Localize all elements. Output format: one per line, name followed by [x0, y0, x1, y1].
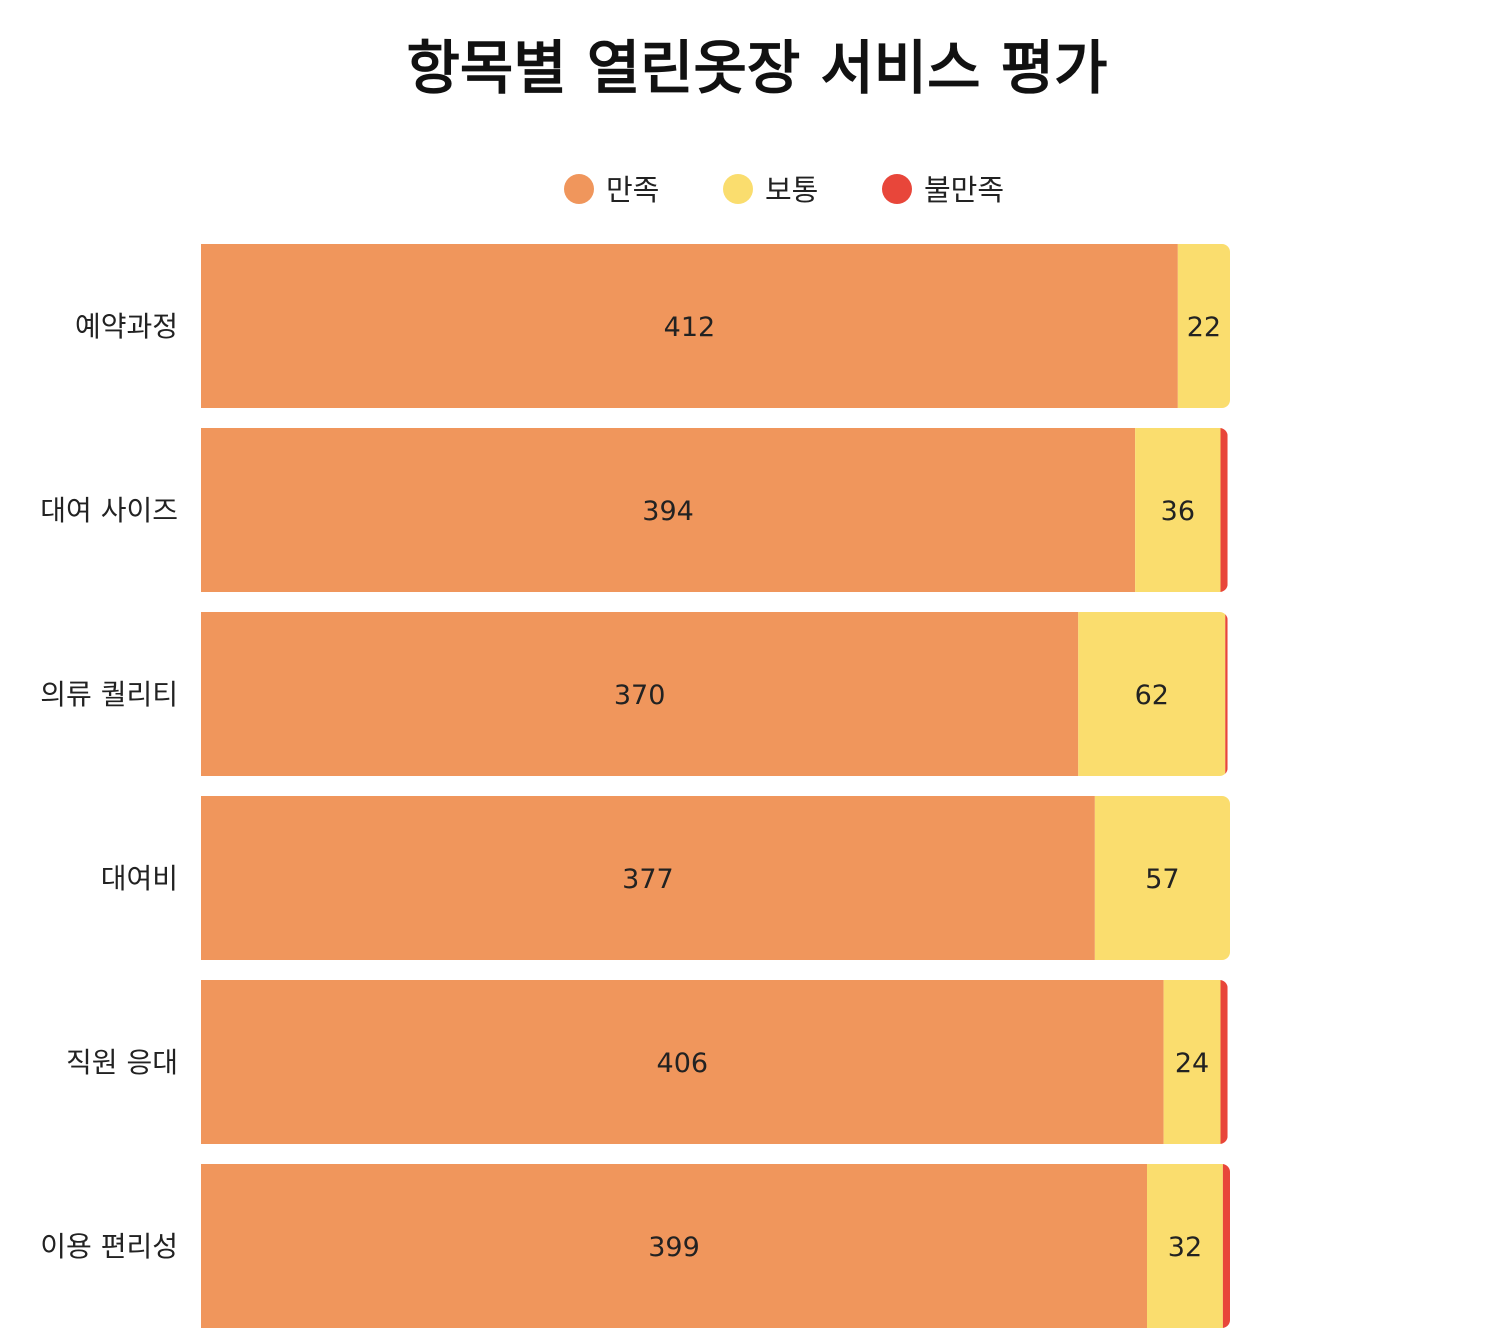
- bar-5-1: [1147, 1164, 1223, 1328]
- bar-value-label-5-0: 399: [648, 1232, 700, 1263]
- category-label-0: 예약과정: [75, 310, 178, 343]
- bar-value-label-3-0: 377: [622, 864, 674, 895]
- category-label-3: 대여비: [101, 862, 178, 895]
- legend-marker-1: [723, 174, 753, 204]
- bar-value-label-2-1: 62: [1135, 680, 1169, 711]
- bar-4-1: [1163, 980, 1221, 1144]
- bar-value-label-1-0: 394: [642, 496, 694, 527]
- bar-group-4: [201, 980, 1228, 1144]
- bar-2-1: [1078, 612, 1226, 776]
- bar-5-0: [201, 1164, 1148, 1328]
- bar-3-0: [201, 796, 1095, 960]
- legend-label-0: 만족: [606, 173, 659, 207]
- bar-value-label-0-0: 412: [664, 312, 716, 343]
- bar-group-2: [201, 612, 1228, 776]
- bar-5-2: [1222, 1164, 1230, 1328]
- bar-1-0: [201, 428, 1136, 592]
- bar-4-2: [1220, 980, 1228, 1144]
- legend-marker-2: [882, 174, 912, 204]
- category-label-2: 의류 퀄리티: [40, 678, 178, 711]
- category-label-4: 직원 응대: [66, 1046, 178, 1079]
- chart-title: 항목별 열린옷장 서비스 평가: [407, 34, 1108, 102]
- bar-2-2: [1225, 612, 1228, 776]
- bar-3-1: [1094, 796, 1230, 960]
- bar-0-1: [1177, 244, 1230, 408]
- bar-2-0: [201, 612, 1079, 776]
- legend-label-1: 보통: [765, 173, 818, 207]
- bar-group-0: [201, 244, 1230, 408]
- bar-labels: 412 22 394 36 370 62 377 57 406 24 399 32: [614, 312, 1221, 1263]
- bar-value-label-4-1: 24: [1175, 1048, 1209, 1079]
- bar-0-0: [201, 244, 1178, 408]
- bar-value-label-5-1: 32: [1168, 1232, 1202, 1263]
- bar-1-2: [1220, 428, 1228, 592]
- bar-group-1: [201, 428, 1228, 592]
- bar-value-label-0-1: 22: [1187, 312, 1221, 343]
- bar-value-label-2-0: 370: [614, 680, 666, 711]
- legend: 만족 보통 불만족: [564, 173, 1004, 207]
- bar-group-3: [201, 796, 1230, 960]
- bar-4-0: [201, 980, 1164, 1144]
- bars: [201, 244, 1230, 1328]
- bar-group-5: [201, 1164, 1230, 1328]
- bar-1-1: [1135, 428, 1221, 592]
- legend-label-2: 불만족: [924, 173, 1004, 207]
- category-label-1: 대여 사이즈: [40, 494, 178, 527]
- bar-value-label-1-1: 36: [1161, 496, 1195, 527]
- category-label-5: 이용 편리성: [40, 1230, 178, 1263]
- bar-value-label-3-1: 57: [1145, 864, 1179, 895]
- bar-value-label-4-0: 406: [657, 1048, 709, 1079]
- legend-marker-0: [564, 174, 594, 204]
